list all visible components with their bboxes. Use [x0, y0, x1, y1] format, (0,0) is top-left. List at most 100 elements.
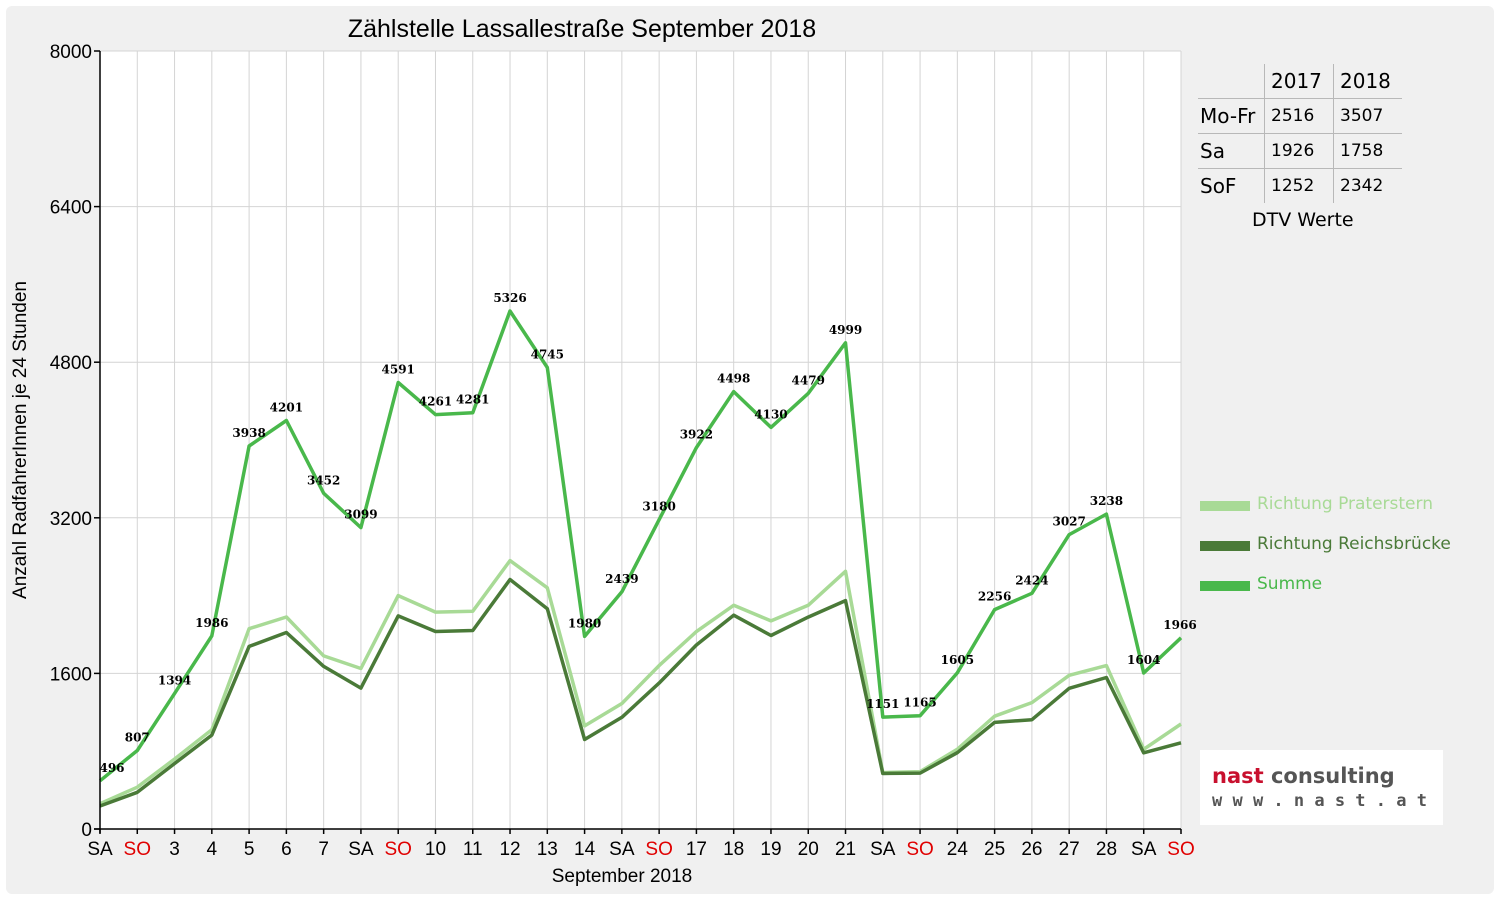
x-tick-label: 27 [1059, 839, 1080, 860]
y-axis-label: Anzahl RadfahrerInnen je 24 Stunden [10, 281, 31, 599]
y-tick-label: 8000 [50, 42, 92, 63]
data-label: 2256 [978, 590, 1011, 604]
x-tick-label: SO [124, 839, 151, 860]
dtv-cell: 1926 [1264, 133, 1334, 169]
data-label: 1986 [195, 616, 228, 630]
dtv-cell: 2342 [1333, 168, 1402, 203]
series-line-praterstern [99, 558, 1182, 806]
dtv-header-2017: 2017 [1264, 64, 1334, 98]
data-label: 3238 [1090, 494, 1123, 508]
x-tick-label: 6 [281, 839, 292, 860]
dtv-cell: 3507 [1333, 98, 1402, 134]
x-tick-label: SO [1167, 839, 1194, 860]
data-label: 3027 [1052, 515, 1085, 529]
x-tick-label: 28 [1096, 839, 1117, 860]
legend-swatch [1200, 581, 1250, 591]
data-label: 3180 [642, 500, 675, 514]
dtv-table: 2017 2018 Mo-Fr 2516 3507 Sa 1926 1758 S… [1198, 64, 1402, 231]
data-label: 5326 [493, 291, 526, 305]
x-tick-label: SA [870, 839, 896, 860]
x-tick-label: 19 [760, 839, 781, 860]
data-label: 1165 [903, 696, 936, 710]
data-label: 4261 [419, 395, 452, 409]
x-tick-label: 13 [537, 839, 558, 860]
data-label: 3922 [680, 428, 713, 442]
y-tick-labels: 0 1600 3200 4800 6400 8000 [50, 42, 92, 841]
dtv-cell: 1758 [1333, 133, 1402, 169]
x-axis-label: September 2018 [552, 866, 693, 887]
x-tick-label: 21 [835, 839, 856, 860]
logo-wordmark-consulting: consulting [1263, 764, 1395, 788]
data-label: 3099 [344, 508, 377, 522]
dtv-cell: 2516 [1264, 98, 1334, 134]
x-tick-label: SA [1131, 839, 1157, 860]
x-tick-label: 26 [1021, 839, 1042, 860]
logo-wordmark: nast consulting [1212, 764, 1395, 788]
legend-label: Summe [1257, 574, 1323, 594]
x-tick-label: 18 [723, 839, 744, 860]
y-tick-label: 6400 [50, 198, 92, 219]
dtv-corner [1198, 64, 1265, 98]
y-tick-label: 4800 [50, 353, 92, 374]
dtv-row-label: Sa [1198, 133, 1265, 169]
dtv-row-label: Mo-Fr [1198, 98, 1265, 134]
x-tick-label: 7 [318, 839, 329, 860]
data-label: 4591 [382, 363, 415, 377]
x-tick-label: 25 [984, 839, 1005, 860]
x-tick-label: SA [348, 839, 374, 860]
x-tick-label: 24 [947, 839, 969, 860]
grid-lines [99, 50, 1182, 830]
data-label: 4201 [270, 400, 303, 414]
data-label: 1605 [941, 653, 974, 667]
x-tick-label: 4 [207, 839, 218, 860]
x-tick-label: 12 [499, 839, 520, 860]
y-tick-label: 3200 [50, 509, 92, 530]
logo-wordmark-nast: nast [1212, 764, 1264, 788]
data-label: 1394 [158, 673, 191, 687]
axes [94, 50, 1182, 834]
x-tick-label: 17 [686, 839, 707, 860]
x-tick-label: SO [384, 839, 411, 860]
logo-url: w w w . n a s t . a t [1212, 791, 1427, 811]
x-tick-label: 20 [798, 839, 819, 860]
legend-swatch [1200, 501, 1250, 511]
data-label: 4479 [792, 373, 825, 387]
series-line-summe [98, 309, 1183, 783]
x-tick-label: SA [87, 839, 113, 860]
x-tick-labels: SA SO 3 4 5 6 7 SA SO 10 11 12 13 14 SA SO 17 18 19 20 21 SA S… [87, 839, 1194, 860]
data-label: 4130 [754, 407, 787, 421]
series-lines [98, 309, 1183, 808]
x-tick-label: 14 [574, 839, 596, 860]
y-tick-label: 1600 [50, 664, 92, 685]
legend-swatch [1200, 541, 1250, 551]
legend-label: Richtung Reichsbrücke [1257, 534, 1451, 554]
data-label: 4498 [717, 372, 750, 386]
company-logo: nast consulting w w w . n a s t . a t [1200, 750, 1443, 825]
data-label: 4745 [531, 348, 564, 362]
series-line-reichsbruecke [99, 577, 1182, 808]
legend-label: Richtung Praterstern [1257, 494, 1433, 514]
chart-title: Zählstelle Lassallestraße September 2018 [348, 15, 816, 43]
x-tick-label: SO [906, 839, 933, 860]
data-label: 4999 [829, 323, 862, 337]
y-tick-label: 0 [81, 820, 92, 841]
x-tick-label: 3 [169, 839, 180, 860]
data-label: 1966 [1163, 618, 1196, 632]
data-label: 1604 [1127, 653, 1160, 667]
x-tick-label: 11 [463, 839, 483, 860]
data-label: 807 [125, 731, 150, 745]
dtv-cell: 1252 [1264, 168, 1334, 203]
data-label: 2439 [605, 572, 638, 586]
dtv-row-label: SoF [1200, 174, 1237, 198]
x-tick-label: SA [609, 839, 635, 860]
x-tick-label: 10 [425, 839, 446, 860]
data-label: 4281 [456, 393, 489, 407]
x-tick-label: 5 [244, 839, 255, 860]
data-label: 1980 [568, 616, 601, 630]
data-label: 3938 [232, 426, 265, 440]
x-tick-label: SO [645, 839, 672, 860]
data-label: 496 [99, 761, 124, 775]
data-label: 3452 [307, 473, 340, 487]
dtv-caption: DTV Werte [1252, 209, 1354, 231]
